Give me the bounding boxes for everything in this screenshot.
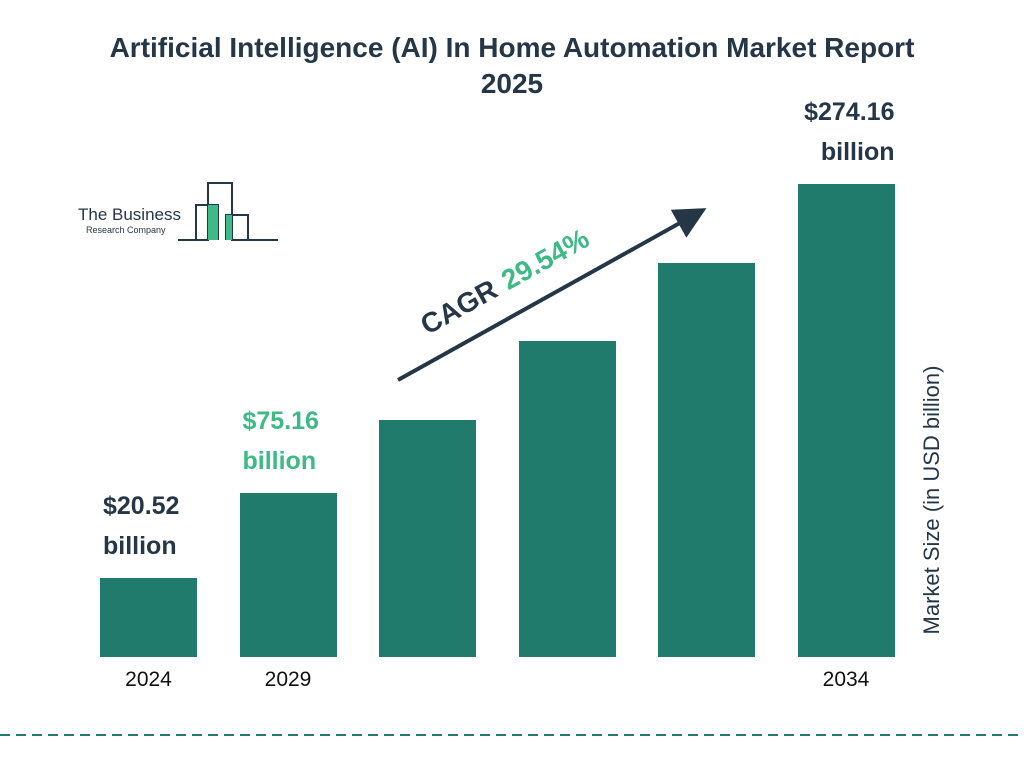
x-tick-label: 2029 xyxy=(264,668,312,691)
bar xyxy=(658,263,755,657)
logo-accent xyxy=(208,205,218,240)
value-label: $75.16 billion xyxy=(242,407,319,476)
value-label: $20.52 billion xyxy=(103,492,180,561)
logo-text: Research Company xyxy=(86,225,166,235)
bar xyxy=(518,341,616,657)
bar xyxy=(239,493,337,657)
x-tick-label: 2034 xyxy=(822,668,870,691)
x-tick-label: 2024 xyxy=(125,668,172,691)
value-label: $274.16 billion xyxy=(804,98,895,166)
logo-text: The Business xyxy=(78,205,181,224)
trend-arrow xyxy=(397,208,707,382)
chart-title: Artificial Intelligence (AI) In Home Aut… xyxy=(109,32,915,99)
logo-accent xyxy=(226,215,232,240)
bar xyxy=(379,420,476,657)
bar xyxy=(797,184,895,657)
y-axis-label: Market Size (in USD billion) xyxy=(919,365,944,635)
bar xyxy=(100,578,197,657)
